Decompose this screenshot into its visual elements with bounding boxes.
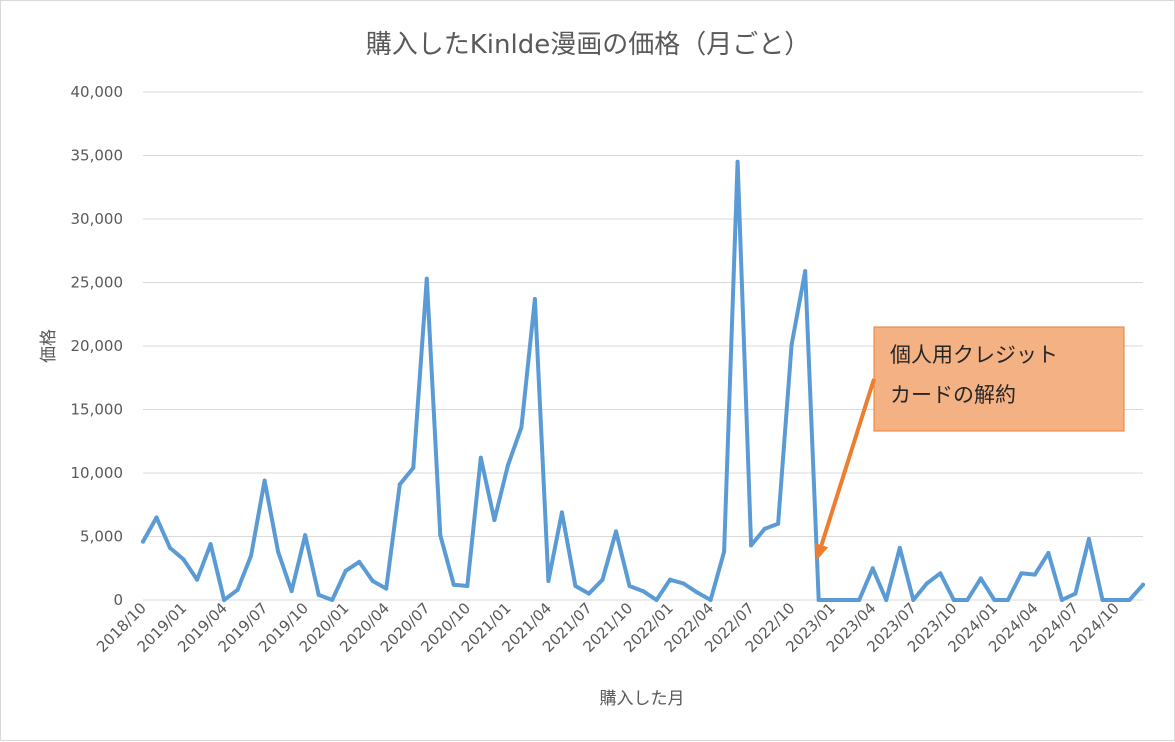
- y-tick-label: 5,000: [80, 528, 123, 546]
- annotation-text: カードの解約: [890, 383, 1016, 407]
- data-point: [857, 598, 862, 602]
- series-line-group: [141, 159, 1145, 602]
- x-axis-label: 購入した月: [600, 689, 685, 709]
- data-point: [992, 598, 997, 602]
- y-tick-label: 25,000: [71, 274, 124, 292]
- y-tick-label: 0: [113, 591, 123, 609]
- data-point: [897, 545, 902, 550]
- data-point: [708, 598, 713, 602]
- data-point: [465, 584, 470, 589]
- data-point: [559, 510, 564, 515]
- data-point: [276, 549, 281, 554]
- annotation-arrow: [819, 378, 876, 546]
- x-tick-labels: 2018/102019/012019/042019/072019/102020/…: [93, 599, 1123, 656]
- data-point: [154, 515, 159, 520]
- y-axis-label: 価格: [39, 329, 59, 363]
- chart-title: 購入したKinlde漫画の価格（月ごと）: [366, 30, 810, 60]
- data-point: [762, 526, 767, 531]
- data-point: [1086, 537, 1091, 542]
- data-point: [951, 598, 956, 602]
- data-point: [789, 342, 794, 347]
- data-point: [843, 598, 848, 602]
- y-tick-label: 10,000: [71, 464, 124, 482]
- data-point: [1073, 591, 1078, 596]
- data-point: [911, 598, 916, 602]
- data-point: [668, 577, 673, 582]
- data-point: [357, 559, 362, 564]
- y-tick-label: 15,000: [71, 401, 124, 419]
- y-tick-labels: 0 5,000 10,000 15,000 20,000 25,000 30,000 35,0…: [71, 83, 124, 609]
- data-point: [654, 598, 659, 602]
- data-point: [532, 297, 537, 302]
- annotation-text: 個人用クレジット: [890, 343, 1058, 367]
- data-point: [924, 581, 929, 586]
- data-point: [262, 478, 267, 483]
- data-point: [978, 576, 983, 581]
- data-point: [1141, 582, 1145, 587]
- data-point: [641, 589, 645, 594]
- data-point: [1059, 598, 1064, 602]
- data-point: [586, 591, 591, 596]
- data-point: [776, 521, 781, 526]
- gridlines: [143, 91, 1143, 601]
- data-point: [1100, 598, 1105, 602]
- data-point: [627, 584, 632, 589]
- data-point: [222, 598, 227, 602]
- data-point: [1127, 598, 1132, 602]
- data-point: [870, 566, 875, 571]
- data-point: [938, 571, 943, 576]
- data-point: [384, 586, 389, 591]
- data-point: [370, 578, 375, 583]
- data-point: [208, 542, 213, 547]
- data-point: [884, 598, 889, 602]
- data-point: [397, 482, 402, 487]
- data-point: [613, 529, 618, 534]
- data-point: [168, 545, 173, 550]
- y-tick-label: 35,000: [71, 147, 124, 165]
- data-point: [505, 463, 510, 468]
- data-point: [181, 557, 186, 562]
- data-point: [249, 553, 254, 558]
- data-point: [1046, 551, 1051, 556]
- data-point: [289, 589, 294, 594]
- data-point: [235, 587, 240, 592]
- data-point: [438, 533, 443, 538]
- data-point: [195, 577, 200, 582]
- data-point: [546, 578, 551, 583]
- data-point: [492, 517, 497, 522]
- data-point: [519, 425, 524, 430]
- data-point: [330, 598, 335, 602]
- data-point: [1019, 571, 1024, 576]
- data-point: [600, 577, 605, 582]
- data-point: [722, 549, 727, 554]
- data-point: [424, 276, 429, 281]
- data-point: [965, 598, 970, 602]
- data-point: [830, 598, 835, 602]
- y-tick-label: 30,000: [71, 210, 124, 228]
- data-point: [141, 539, 145, 544]
- data-point: [411, 465, 416, 470]
- data-point: [695, 590, 700, 595]
- data-point: [573, 584, 578, 589]
- data-point: [303, 533, 308, 538]
- annotation-arrowhead: [814, 543, 829, 561]
- data-point: [1032, 572, 1037, 577]
- data-point: [316, 592, 321, 597]
- data-point: [803, 269, 808, 274]
- data-point: [1113, 598, 1118, 602]
- data-point: [749, 543, 754, 548]
- y-tick-label: 20,000: [71, 337, 124, 355]
- y-tick-label: 40,000: [71, 83, 124, 101]
- data-point: [478, 455, 483, 460]
- data-point: [343, 568, 348, 573]
- data-point: [816, 598, 821, 602]
- data-point: [735, 159, 740, 164]
- data-point: [681, 581, 686, 586]
- data-point: [451, 582, 456, 587]
- data-point: [1005, 598, 1010, 602]
